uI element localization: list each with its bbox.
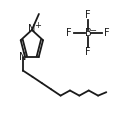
Text: F: F xyxy=(66,28,72,38)
Text: F: F xyxy=(104,28,110,38)
Text: N: N xyxy=(28,24,36,34)
Text: +: + xyxy=(34,21,41,30)
Text: −: − xyxy=(89,26,96,35)
Text: F: F xyxy=(85,10,91,20)
Text: N: N xyxy=(19,52,27,62)
Text: B: B xyxy=(85,28,92,38)
Text: F: F xyxy=(85,47,91,57)
